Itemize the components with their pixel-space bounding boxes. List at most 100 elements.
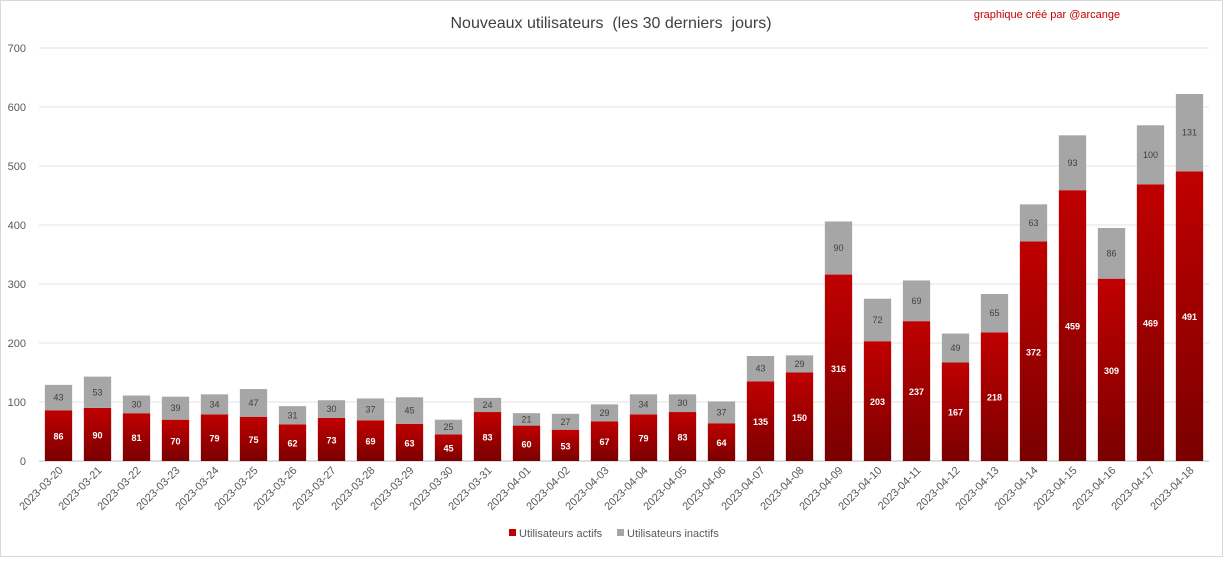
bar-inactive xyxy=(551,413,580,430)
data-label-active: 167 xyxy=(948,408,963,418)
bar-active xyxy=(395,423,424,461)
chart-credit: graphique créé par @arcange xyxy=(974,9,1120,21)
data-label-inactive: 30 xyxy=(131,399,141,409)
data-label-inactive: 65 xyxy=(989,308,999,318)
data-label-active: 491 xyxy=(1182,312,1197,322)
y-tick-label: 700 xyxy=(8,43,26,55)
data-label-active: 60 xyxy=(521,439,531,449)
data-label-active: 203 xyxy=(870,397,885,407)
bar-inactive xyxy=(980,294,1009,333)
data-label-active: 69 xyxy=(365,437,375,447)
bar-inactive xyxy=(434,419,463,435)
bar-active xyxy=(1097,278,1126,461)
bar-active xyxy=(629,414,658,461)
bar-active xyxy=(1019,241,1048,461)
bar-active xyxy=(434,434,463,461)
data-label-active: 63 xyxy=(404,438,414,448)
bar-active xyxy=(512,425,541,461)
y-axis: 0 100 200 300 400 500 600 700 xyxy=(8,43,26,468)
data-label-active: 469 xyxy=(1143,319,1158,329)
data-label-active: 81 xyxy=(131,433,141,443)
data-label-inactive: 25 xyxy=(443,422,453,432)
data-label-inactive: 86 xyxy=(1106,248,1116,258)
bar-inactive xyxy=(941,333,970,363)
bar-inactive xyxy=(1136,125,1165,185)
data-label-active: 90 xyxy=(92,430,102,440)
bar-active xyxy=(902,321,931,461)
data-label-inactive: 100 xyxy=(1143,150,1158,160)
data-label-active: 75 xyxy=(248,435,258,445)
data-label-active: 62 xyxy=(287,439,297,449)
bar-active xyxy=(44,410,73,461)
bar-active xyxy=(83,407,112,461)
bar-inactive xyxy=(902,280,931,322)
bar-inactive xyxy=(356,398,385,421)
bar-inactive xyxy=(239,389,268,417)
data-label-active: 309 xyxy=(1104,366,1119,376)
bar-inactive xyxy=(746,355,775,382)
bar-active xyxy=(941,362,970,461)
y-tick-label: 200 xyxy=(8,338,26,350)
bar-inactive xyxy=(83,376,112,408)
bar-active xyxy=(122,413,151,461)
bar-active xyxy=(1175,171,1204,461)
data-label-inactive: 31 xyxy=(287,410,297,420)
bar-inactive xyxy=(668,394,697,413)
data-label-active: 79 xyxy=(209,434,219,444)
bar-inactive xyxy=(629,394,658,415)
bar-inactive xyxy=(590,404,619,422)
bar-active xyxy=(590,421,619,461)
bar-inactive xyxy=(473,397,502,413)
bars xyxy=(44,94,1204,462)
data-label-inactive: 30 xyxy=(677,398,687,408)
data-label-active: 459 xyxy=(1065,322,1080,332)
bar-inactive xyxy=(1058,135,1087,191)
data-label-active: 316 xyxy=(831,364,846,374)
bar-active xyxy=(824,274,853,461)
data-label-inactive: 27 xyxy=(560,417,570,427)
data-label-inactive: 45 xyxy=(404,406,414,416)
data-label-active: 83 xyxy=(482,433,492,443)
data-label-inactive: 43 xyxy=(755,364,765,374)
data-label-inactive: 72 xyxy=(872,315,882,325)
bar-active xyxy=(551,429,580,461)
data-label-inactive: 34 xyxy=(209,399,219,409)
data-label-inactive: 24 xyxy=(482,400,492,410)
bar-inactive xyxy=(863,298,892,342)
bar-active xyxy=(200,414,229,461)
data-label-inactive: 53 xyxy=(92,387,102,397)
bar-inactive xyxy=(278,406,307,425)
chart-title: Nouveaux utilisateurs (les 30 derniers j… xyxy=(450,15,771,32)
data-label-active: 218 xyxy=(987,393,1002,403)
data-label-active: 86 xyxy=(53,432,63,442)
bar-active xyxy=(668,412,697,461)
bar-inactive xyxy=(824,221,853,275)
bar-active xyxy=(356,420,385,461)
data-label-inactive: 37 xyxy=(716,407,726,417)
y-tick-label: 600 xyxy=(8,102,26,114)
data-labels: 86 43 90 53 81 30 70 39 79 34 75 47 62 31 73 30 69 37 63 45… xyxy=(53,128,1197,454)
data-label-active: 372 xyxy=(1026,347,1041,357)
data-label-active: 67 xyxy=(599,437,609,447)
bar-inactive xyxy=(1097,227,1126,279)
data-label-inactive: 131 xyxy=(1182,128,1197,138)
bar-inactive xyxy=(785,355,814,373)
bar-active xyxy=(1136,184,1165,462)
bar-inactive xyxy=(395,397,424,424)
y-tick-label: 0 xyxy=(20,456,26,468)
y-tick-label: 400 xyxy=(8,220,26,232)
bar-active xyxy=(1058,190,1087,461)
data-label-inactive: 47 xyxy=(248,398,258,408)
data-label-inactive: 49 xyxy=(950,343,960,353)
x-axis: 2023-03-202023-03-212023-03-222023-03-23… xyxy=(17,465,1196,513)
data-label-active: 45 xyxy=(443,444,453,454)
data-label-active: 237 xyxy=(909,387,924,397)
bar-inactive xyxy=(200,394,229,415)
bar-active xyxy=(239,416,268,461)
data-label-inactive: 63 xyxy=(1028,218,1038,228)
bar-active xyxy=(980,332,1009,461)
bar-inactive xyxy=(1019,204,1048,242)
bar-active xyxy=(785,372,814,461)
legend-swatch-inactive xyxy=(617,529,624,536)
